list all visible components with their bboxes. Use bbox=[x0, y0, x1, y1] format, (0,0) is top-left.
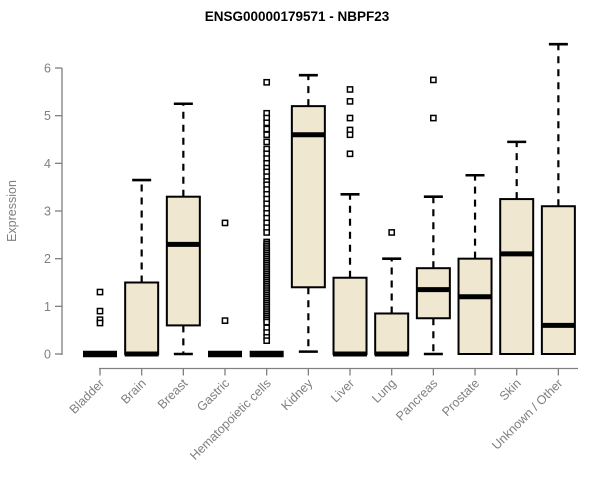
outlier-point bbox=[388, 229, 396, 236]
outlier-point bbox=[263, 318, 271, 326]
y-tick-label: 2 bbox=[44, 252, 51, 266]
outlier-point bbox=[263, 229, 271, 236]
x-tick-label: Prostate bbox=[439, 376, 482, 419]
outlier-point bbox=[96, 288, 104, 296]
x-tick-label: Brain bbox=[118, 376, 149, 407]
box-unknown-other bbox=[540, 205, 576, 355]
outlier-point bbox=[346, 131, 354, 139]
outlier-point bbox=[221, 317, 229, 324]
x-tick-label: Kidney bbox=[279, 376, 316, 413]
y-axis-title: Expression bbox=[5, 180, 19, 242]
box-prostate bbox=[457, 257, 493, 355]
x-tick-label: Pancreas bbox=[393, 376, 440, 423]
outlier-point bbox=[221, 219, 229, 227]
box-brain bbox=[124, 281, 160, 355]
box-breast bbox=[165, 195, 201, 327]
outlier-point bbox=[346, 86, 354, 93]
outlier-point bbox=[346, 114, 354, 122]
box-pancreas bbox=[415, 267, 451, 320]
x-tick-label: Unknown / Other bbox=[489, 376, 565, 452]
outlier-point bbox=[263, 125, 271, 133]
outlier-point bbox=[263, 131, 271, 139]
y-tick-label: 3 bbox=[44, 205, 51, 219]
outlier-point bbox=[430, 114, 437, 122]
chart-title: ENSG00000179571 - NBPF23 bbox=[204, 9, 390, 24]
outlier-point bbox=[430, 76, 437, 84]
x-tick-label: Skin bbox=[497, 376, 524, 403]
box-lung bbox=[374, 312, 410, 356]
x-tick-label: Liver bbox=[328, 376, 357, 405]
outlier-point bbox=[346, 98, 354, 105]
outlier-point bbox=[263, 138, 271, 146]
x-tick-label: Breast bbox=[155, 376, 191, 412]
outlier-point bbox=[96, 307, 104, 315]
y-tick-label: 5 bbox=[44, 109, 51, 123]
box-skin bbox=[499, 198, 535, 355]
y-tick-label: 4 bbox=[44, 157, 51, 171]
outlier-point bbox=[263, 337, 271, 345]
y-tick-label: 0 bbox=[44, 348, 51, 362]
x-tick-label: Bladder bbox=[67, 376, 107, 416]
box-liver bbox=[332, 276, 368, 356]
outlier-point bbox=[263, 119, 271, 127]
outlier-point bbox=[263, 78, 271, 86]
x-tick-label: Hematopoietic cells bbox=[187, 376, 274, 463]
y-tick-label: 1 bbox=[44, 300, 51, 314]
y-tick-label: 6 bbox=[44, 62, 51, 76]
outlier-point bbox=[346, 150, 354, 158]
outlier-point bbox=[96, 319, 104, 327]
x-tick-label: Gastric bbox=[194, 376, 232, 414]
x-tick-label: Lung bbox=[369, 376, 399, 406]
